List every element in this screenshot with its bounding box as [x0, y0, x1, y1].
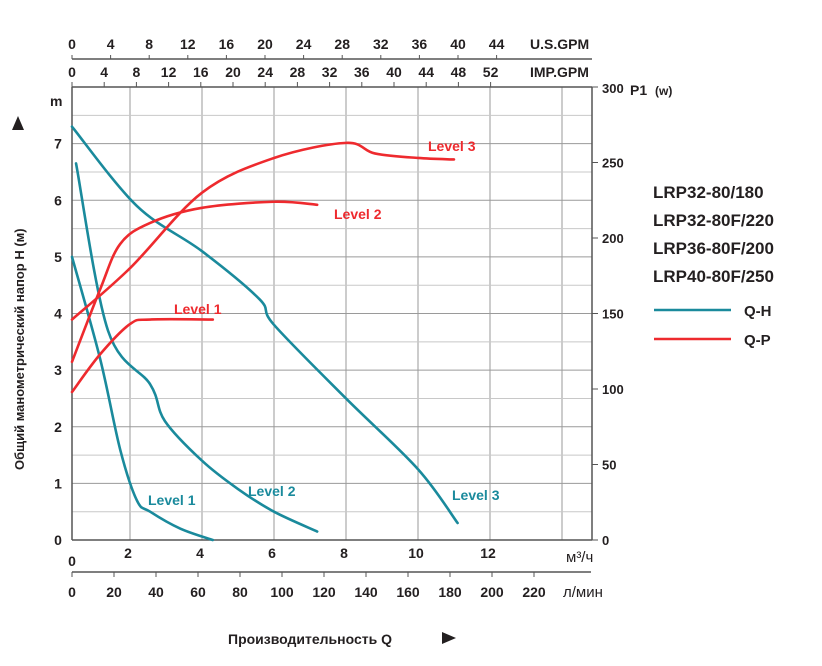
x-tick-label-usgpm: 4	[107, 36, 115, 52]
x-tick-label-usgpm: 16	[219, 36, 235, 52]
x-tick-label-impgpm: 36	[354, 64, 370, 80]
x-tick-label-usgpm: 40	[450, 36, 466, 52]
y-tick-label: 4	[54, 306, 62, 322]
x-tick-label-impgpm: 52	[483, 64, 499, 80]
x-axis-title: Производительность Q	[228, 631, 392, 647]
y-axis-title: Общий манометрический напор H (м)	[12, 228, 27, 470]
y-tick-label: 3	[54, 362, 62, 378]
y2-tick-label: 0	[602, 533, 609, 548]
series-line-q-p-level-1	[70, 317, 215, 394]
x-tick-label-m3h: 2	[124, 545, 132, 561]
x-tick-label-usgpm: 28	[334, 36, 350, 52]
x-tick-label-impgpm: 44	[418, 64, 434, 80]
labels: Level 1 Level 2 Level 3 Level 1 Level 2 Level…	[148, 138, 500, 508]
y2-tick-label: 300	[602, 81, 624, 96]
grid	[72, 87, 592, 540]
y-tick-label: 7	[54, 136, 62, 152]
y-tick-label: 1	[54, 475, 62, 491]
series-line-q-p-level-3	[70, 141, 456, 321]
legend-model-1: LRP32-80F/220	[653, 211, 774, 230]
x-axis-arrow-icon	[442, 632, 456, 644]
x-tick-label-lmin: 20	[106, 584, 122, 600]
x-tick-label-usgpm: 32	[373, 36, 389, 52]
series-line-q-h-level-2	[74, 162, 319, 533]
x-tick-label-impgpm: 12	[161, 64, 177, 80]
legend-entry-qp: Q-P	[744, 332, 771, 349]
x-tick-label-lmin: 0	[68, 584, 76, 600]
x-tick-label-lmin: 160	[396, 584, 420, 600]
x-tick-label-lmin: 200	[480, 584, 504, 600]
x-tick-label-m3h: 6	[268, 545, 276, 561]
y2-tick-label: 50	[602, 458, 616, 473]
x-tick-label-m3h: 12	[480, 545, 496, 561]
y2-tick-label: 150	[602, 307, 624, 322]
series-label: Level 1	[174, 301, 222, 317]
legend: LRP32-80/180 LRP32-80F/220 LRP36-80F/200…	[653, 183, 774, 349]
series-line-q-h-level-3	[70, 125, 459, 525]
x-tick-label-lmin: 140	[354, 584, 378, 600]
series-label: Level 3	[428, 138, 476, 154]
y2-tick-label: 100	[602, 382, 624, 397]
x-unit-lmin: л/мин	[563, 584, 603, 601]
series-line-q-h-level-1	[70, 255, 215, 542]
curves	[70, 125, 459, 542]
x-tick-label-lmin: 180	[438, 584, 462, 600]
y2-axis-label: P1	[630, 82, 647, 98]
y-tick-label: 5	[54, 249, 62, 265]
x-unit-m3h: м³/ч	[566, 549, 593, 566]
x-tick-label-usgpm: 8	[145, 36, 153, 52]
series-line-q-p-level-2	[70, 200, 319, 364]
x-tick-label-m3h: 0	[68, 553, 76, 569]
y-tick-label: 2	[54, 419, 62, 435]
x-tick-label-impgpm: 40	[386, 64, 402, 80]
x-tick-label-usgpm: 44	[489, 36, 505, 52]
x-tick-label-usgpm: 12	[180, 36, 196, 52]
x-tick-label-impgpm: 8	[133, 64, 141, 80]
x-tick-label-impgpm: 0	[68, 64, 76, 80]
x-tick-label-impgpm: 4	[100, 64, 108, 80]
x-tick-label-impgpm: 28	[290, 64, 306, 80]
series-label: Level 2	[334, 206, 382, 222]
x-tick-label-impgpm: 24	[257, 64, 273, 80]
x-tick-label-usgpm: 20	[257, 36, 273, 52]
y2-tick-label: 250	[602, 156, 624, 171]
x-tick-label-lmin: 120	[312, 584, 336, 600]
y2-axis-unit: (w)	[655, 84, 672, 98]
x-unit-usgpm: U.S.GPM	[530, 36, 589, 52]
x-tick-label-usgpm: 0	[68, 36, 76, 52]
x-tick-label-lmin: 40	[148, 584, 164, 600]
legend-model-3: LRP40-80F/250	[653, 267, 774, 286]
y-tick-label: 6	[54, 192, 62, 208]
x-tick-label-m3h: 4	[196, 545, 204, 561]
legend-entry-qh: Q-H	[744, 303, 772, 320]
x-tick-label-impgpm: 48	[451, 64, 467, 80]
legend-model-2: LRP36-80F/200	[653, 239, 774, 258]
series-label: Level 2	[248, 483, 296, 499]
x-tick-label-lmin: 80	[232, 584, 248, 600]
x-unit-impgpm: IMP.GPM	[530, 64, 589, 80]
series-label: Level 1	[148, 492, 196, 508]
x-tick-label-lmin: 60	[190, 584, 206, 600]
x-tick-label-usgpm: 24	[296, 36, 312, 52]
x-tick-label-m3h: 8	[340, 545, 348, 561]
y-axis-arrow-icon	[12, 116, 24, 130]
x-tick-label-lmin: 220	[522, 584, 546, 600]
x-tick-label-impgpm: 32	[322, 64, 338, 80]
series-label: Level 3	[452, 487, 500, 503]
legend-model-0: LRP32-80/180	[653, 183, 764, 202]
x-tick-label-m3h: 10	[408, 545, 424, 561]
x-tick-label-impgpm: 16	[193, 64, 209, 80]
y-unit-label: m	[50, 93, 62, 109]
x-tick-label-lmin: 100	[270, 584, 294, 600]
y-tick-label: 0	[54, 532, 62, 548]
y2-tick-label: 200	[602, 231, 624, 246]
x-tick-label-usgpm: 36	[412, 36, 428, 52]
x-tick-label-impgpm: 20	[225, 64, 241, 80]
